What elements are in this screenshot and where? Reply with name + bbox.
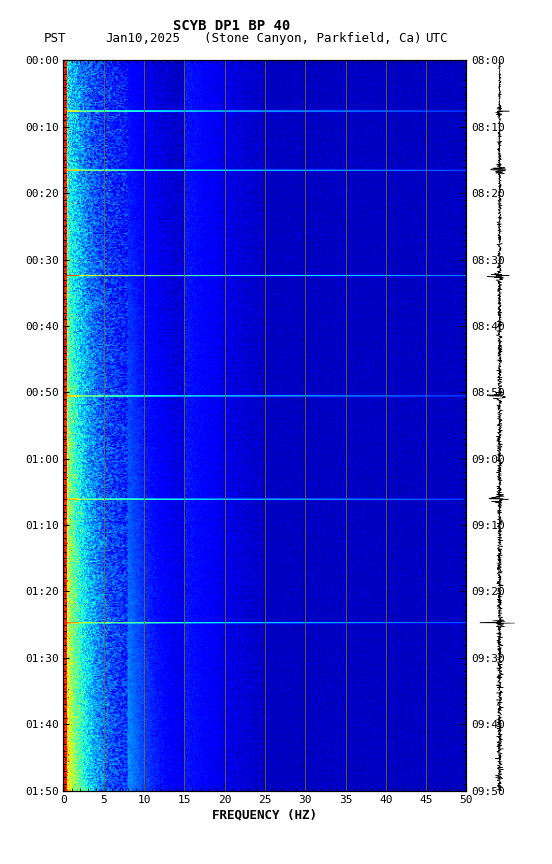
Text: SCYB DP1 BP 40: SCYB DP1 BP 40 bbox=[173, 19, 290, 33]
Text: PST: PST bbox=[44, 32, 67, 45]
Text: UTC: UTC bbox=[425, 32, 448, 45]
X-axis label: FREQUENCY (HZ): FREQUENCY (HZ) bbox=[213, 808, 317, 821]
Text: Jan10,2025: Jan10,2025 bbox=[105, 32, 180, 45]
Text: (Stone Canyon, Parkfield, Ca): (Stone Canyon, Parkfield, Ca) bbox=[204, 32, 422, 45]
